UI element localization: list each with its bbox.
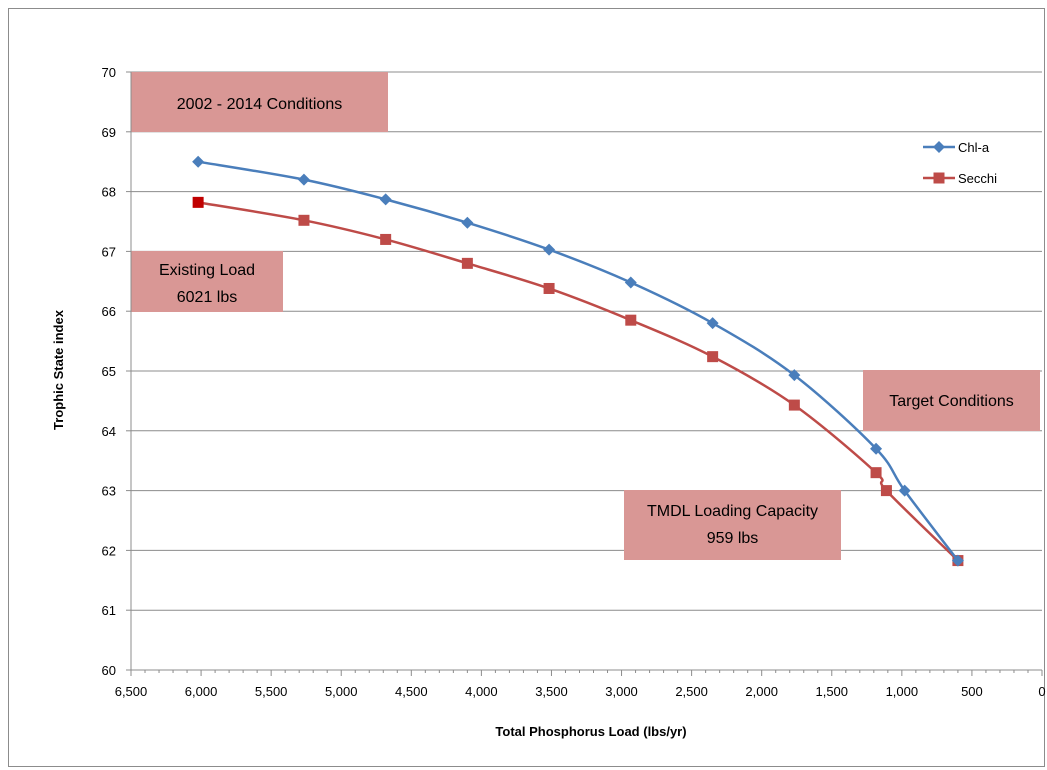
annotation-box-conditions [131,72,388,132]
y-tick-label: 64 [102,424,116,439]
x-tick-label: 1,500 [815,684,848,699]
x-axis-title: Total Phosphorus Load (lbs/yr) [495,724,686,739]
data-point-secchi [788,399,800,411]
data-point-secchi [380,233,392,245]
y-tick-label: 65 [102,364,116,379]
data-point-secchi [870,467,882,479]
legend-marker-chl-a [933,141,945,153]
series-chl-a [192,155,964,567]
annotation-box-existing [131,251,283,312]
data-point-secchi [543,282,555,294]
annotation-text-target: Target Conditions [889,393,1014,410]
data-point-chl-a [706,317,719,330]
data-point-chl-a [461,216,474,229]
x-tick-label: 500 [961,684,983,699]
x-tick-label: 4,500 [395,684,428,699]
annotation-box-tmdl [624,490,841,560]
y-tick-label: 70 [102,65,116,80]
annotation-text-existing: 6021 lbs [177,289,238,306]
y-tick-label: 68 [102,185,116,200]
data-point-chl-a [379,193,392,206]
x-tick-label: 5,000 [325,684,358,699]
series [192,155,964,567]
legend-marker-secchi [933,172,945,184]
data-point-secchi [298,214,310,226]
y-tick-label: 63 [102,484,116,499]
data-point-chl-a [543,243,556,256]
y-tick-label: 61 [102,603,116,618]
y-tick-label: 60 [102,663,116,678]
data-point-chl-a [192,155,205,168]
annotations: 2002 - 2014 Conditions Existing Load 6021 … [131,72,1040,560]
x-tick-label: 4,000 [465,684,498,699]
data-point-secchi [461,257,473,269]
series-secchi [192,196,964,567]
annotation-text-tmdl: TMDL Loading Capacity [647,503,818,520]
y-tick-label: 69 [102,125,116,140]
y-axis-title: Trophic State index [51,309,66,430]
x-tick-label: 1,000 [886,684,919,699]
data-point-secchi [625,314,637,326]
y-tick-label: 67 [102,244,116,259]
data-point-secchi [192,196,204,208]
data-point-secchi [880,485,892,497]
data-point-chl-a [624,276,637,289]
x-tick-label: 0 [1038,684,1045,699]
axes: 60 61 62 63 64 65 66 67 68 69 70 6,500 6,000 5,500 5,0… [102,65,1046,699]
x-tick-label: 2,000 [745,684,778,699]
x-tick-label: 3,500 [535,684,568,699]
data-point-chl-a [870,442,883,455]
y-tick-label: 66 [102,304,116,319]
data-point-chl-a [788,369,801,382]
x-tick-label: 6,000 [185,684,218,699]
legend: Chl-a Secchi [923,140,997,186]
data-point-chl-a [951,554,964,567]
data-point-chl-a [297,173,310,186]
legend-label-chl-a: Chl-a [958,140,990,155]
x-tick-label: 6,500 [115,684,148,699]
data-point-chl-a [898,484,911,497]
legend-label-secchi: Secchi [958,171,997,186]
gridlines [131,71,1042,611]
x-tick-label: 3,000 [605,684,638,699]
annotation-text-existing: Existing Load [159,262,255,279]
annotation-text-conditions: 2002 - 2014 Conditions [177,96,342,113]
x-tick-label: 2,500 [675,684,708,699]
x-tick-label: 5,500 [255,684,288,699]
series-line-secchi [197,201,959,562]
annotation-box-target [863,370,1040,431]
data-point-secchi [707,351,719,363]
annotation-text-tmdl: 959 lbs [707,530,759,547]
y-tick-label: 62 [102,543,116,558]
